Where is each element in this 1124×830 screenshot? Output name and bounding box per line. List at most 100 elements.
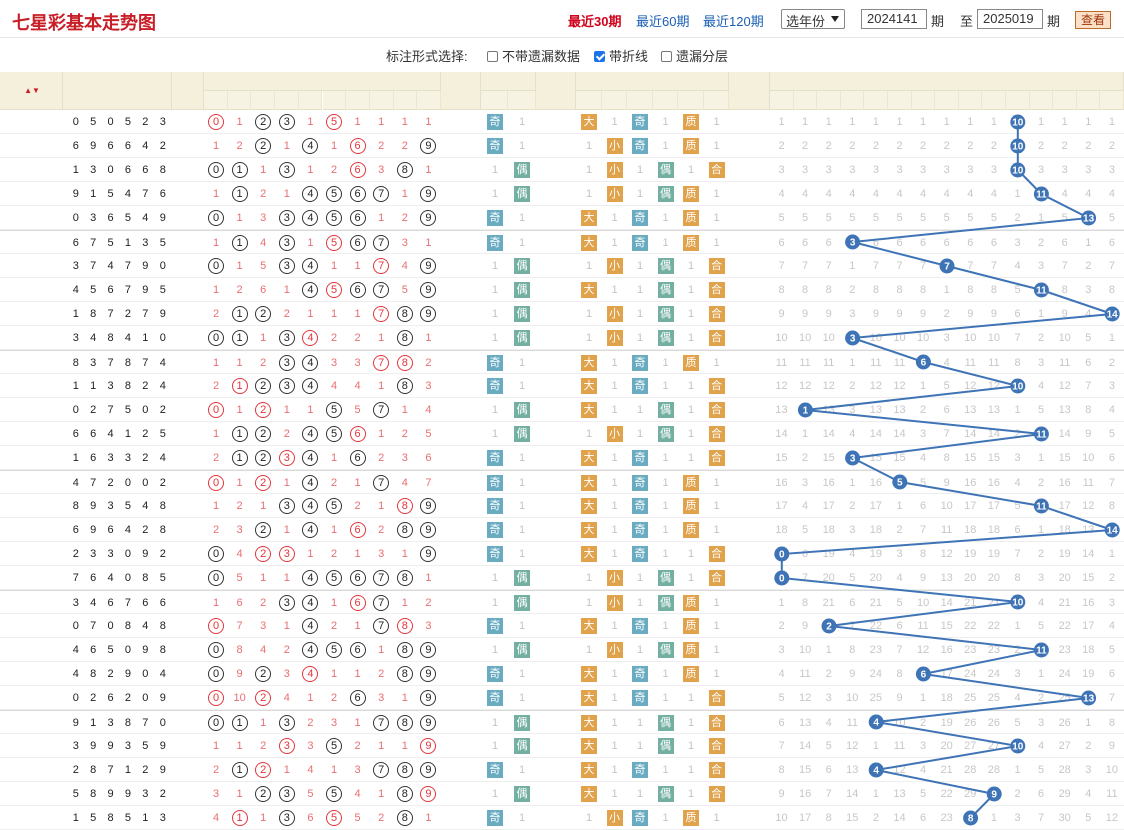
dist-cell: 1 [231, 326, 248, 350]
back-cell [172, 134, 204, 158]
form-tag: 奇 [632, 138, 648, 155]
form-cell: 奇 [631, 662, 649, 686]
draw-digit: 2 [142, 524, 149, 536]
to-issue-input[interactable]: 2025019 [977, 9, 1043, 29]
period-120-link[interactable]: 最近120期 [703, 14, 764, 29]
no-miss-checkbox[interactable] [487, 51, 498, 62]
odd-tag: 奇 [487, 378, 503, 395]
sum-cell [441, 662, 481, 686]
odd-tag: 奇 [487, 475, 503, 492]
dist-cell: 2 [350, 734, 366, 758]
tail-cell [536, 758, 576, 782]
year-select[interactable]: 选年份 [781, 9, 845, 29]
draw-digit: 1 [124, 237, 131, 249]
dist-cell: 6 [349, 591, 366, 615]
trend-miss: 6 [990, 237, 997, 249]
draw-digit: 0 [124, 548, 131, 560]
dist-cell: 4 [397, 254, 413, 278]
option-layered[interactable]: 遗漏分层 [661, 46, 728, 65]
form-tag: 偶 [657, 282, 674, 299]
from-issue-input[interactable]: 2024141 [861, 9, 927, 29]
trend-miss: 6 [1085, 357, 1092, 369]
dist-cell: 2 [255, 782, 272, 806]
dist-ball: 6 [349, 690, 366, 707]
form-cell: 奇 [631, 206, 649, 230]
draw-digit: 6 [72, 428, 79, 440]
trend-miss: 6 [1108, 452, 1115, 464]
trend-miss: 24 [1058, 668, 1071, 680]
dist-cell: 3 [278, 734, 295, 758]
layered-checkbox[interactable] [661, 51, 672, 62]
trend-miss: 2 [849, 380, 856, 392]
dist-ball: 2 [255, 114, 272, 131]
form-cell: 1 [631, 591, 649, 615]
dist-cell: 2 [232, 134, 248, 158]
back-cell [172, 446, 204, 470]
dist-ball: 9 [420, 282, 437, 299]
odd-cell: 1 [485, 638, 505, 662]
form-cell: 1 [657, 446, 675, 470]
table-row: 8 9 3 5 4 8 1 2 1 3 4 5 2 1 8 9 奇 1 大 1 奇 1 质 1 17 4 17 2 17 1 6 10 17 17… [0, 494, 1124, 518]
dist-cell: 1 [373, 326, 389, 350]
span-cell [729, 638, 770, 662]
miss-count: 2 [283, 644, 290, 656]
dist-cell: 2 [255, 422, 272, 446]
form-miss: 1 [585, 140, 593, 152]
option-no-miss[interactable]: 不带遗漏数据 [487, 46, 580, 65]
form-cell: 1 [682, 566, 700, 590]
trend-miss: 2 [920, 717, 927, 729]
trend-miss: 1 [1085, 717, 1092, 729]
trend-miss: 7 [778, 740, 785, 752]
miss-count: 2 [378, 812, 385, 824]
span-cell [729, 734, 770, 758]
dist-digit-7 [369, 91, 394, 110]
option-polyline[interactable]: 带折线 [594, 46, 648, 65]
odd-cell: 奇 [485, 494, 505, 518]
draw-digit: 4 [159, 452, 166, 464]
trend-miss: 6 [920, 237, 927, 249]
form-tag: 偶 [657, 402, 674, 419]
polyline-checkbox[interactable] [594, 51, 605, 62]
miss-count: 3 [236, 524, 243, 536]
dist-ball: 3 [278, 450, 295, 467]
dist-cell: 2 [326, 686, 342, 710]
trend-miss: 8 [849, 644, 856, 656]
table-row: 4 6 5 0 9 8 0 8 4 2 4 5 6 1 8 9 1 偶 1 小 1 偶质 1 3 10 1 8 23 7 12 16 23 23… [0, 638, 1124, 662]
period-30-link[interactable]: 最近30期 [568, 14, 622, 29]
trend-miss: 13 [940, 572, 953, 584]
dist-cell: 2 [255, 374, 272, 398]
dist-ball: 2 [255, 786, 272, 803]
dist-cell: 2 [255, 662, 272, 686]
odd-cell: 奇 [485, 542, 505, 566]
trend-miss: 27 [1058, 740, 1071, 752]
form-tag: 合 [708, 162, 725, 179]
trend-miss: 5 [1038, 764, 1045, 776]
miss-count: 2 [212, 452, 220, 464]
miss-count: 7 [425, 477, 432, 489]
dist-ball: 1 [231, 450, 248, 467]
trend-miss: 3 [1038, 572, 1045, 584]
trend-miss: 2 [825, 668, 832, 680]
trend-miss: 5 [990, 212, 997, 224]
dist-cell: 4 [302, 422, 319, 446]
trend-miss: 7 [1014, 548, 1021, 560]
trend-miss: 11 [822, 357, 835, 369]
draw-digit: 0 [142, 692, 149, 704]
dist-cell: 7 [373, 351, 390, 375]
dist-ball: 2 [255, 450, 272, 467]
dist-ball: 7 [373, 402, 390, 419]
tail-cell [536, 254, 576, 278]
col-tail [536, 72, 576, 110]
form-cell: 1 [606, 614, 624, 638]
sort-icon[interactable]: ▲▼ [24, 86, 40, 95]
col-issue[interactable]: ▲▼ [0, 72, 63, 110]
draw-digit: 9 [142, 260, 149, 272]
even-tag: 偶 [514, 642, 530, 659]
query-button[interactable]: 查看 [1075, 11, 1111, 29]
sum-cell [441, 302, 481, 326]
odd-miss: 1 [491, 308, 499, 320]
form-cell: 偶 [657, 398, 675, 422]
period-60-link[interactable]: 最近60期 [636, 14, 690, 29]
trend-miss: 10 [822, 332, 835, 344]
